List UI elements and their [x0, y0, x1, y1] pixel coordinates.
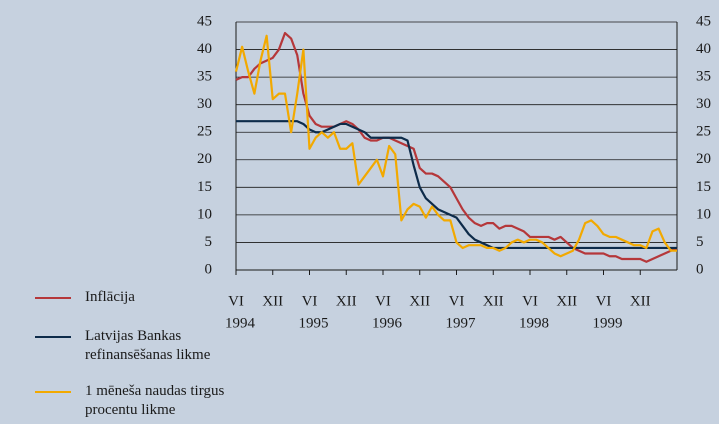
y2-tick-label: 45 [696, 13, 711, 29]
y-tick-label: 10 [197, 206, 212, 222]
legend-swatch [35, 336, 71, 338]
year-label: 1997 [446, 315, 477, 331]
y-tick-label: 40 [197, 41, 212, 57]
y2-tick-label: 30 [696, 96, 711, 112]
x-tick-label: XII [630, 293, 651, 309]
y-tick-label: 0 [205, 261, 213, 277]
x-tick-label: VI [228, 293, 244, 309]
y-tick-label: 20 [197, 151, 212, 167]
y-tick-label: 5 [205, 234, 213, 250]
legend-swatch [35, 391, 71, 393]
series-line [234, 34, 677, 258]
y2-tick-label: 5 [696, 234, 704, 250]
y2-tick-label: 15 [696, 179, 711, 195]
year-label: 1994 [225, 315, 256, 331]
year-label: 1996 [372, 315, 403, 331]
x-tick-label: VI [522, 293, 538, 309]
x-tick-label: XII [262, 293, 283, 309]
series-line [236, 120, 677, 250]
legend-label: Inflācija [85, 289, 135, 305]
y2-tick-label: 20 [696, 151, 711, 167]
legend-item: Latvijas Bankas refinansēšanas likme [35, 327, 250, 365]
y-tick-label: 35 [197, 69, 212, 85]
year-label: 1999 [593, 315, 623, 331]
legend-item: Inflācija [35, 288, 250, 307]
x-tick-label: XII [409, 293, 430, 309]
x-tick-label: VI [596, 293, 612, 309]
x-tick-label: VI [449, 293, 465, 309]
year-label: 1995 [299, 315, 329, 331]
x-tick-label: XII [483, 293, 504, 309]
legend-item: 1 mēneša naudas tirgus procentu likme [35, 382, 250, 420]
legend-label: 1 mēneša naudas tirgus procentu likme [85, 383, 225, 418]
y2-tick-label: 10 [696, 206, 711, 222]
y2-tick-label: 0 [696, 261, 704, 277]
y-tick-label: 25 [197, 124, 212, 140]
y-tick-label: 30 [197, 96, 212, 112]
x-tick-label: VI [375, 293, 391, 309]
legend-label: Latvijas Bankas refinansēšanas likme [85, 328, 211, 363]
y-tick-label: 15 [197, 179, 212, 195]
y2-tick-label: 35 [696, 69, 711, 85]
legend-swatch [35, 297, 71, 299]
year-label: 1998 [519, 315, 549, 331]
x-tick-label: VI [302, 293, 318, 309]
y2-tick-label: 25 [696, 124, 711, 140]
x-tick-label: XII [556, 293, 577, 309]
series-line [235, 31, 678, 263]
y-tick-label: 45 [197, 13, 212, 29]
x-tick-label: XII [336, 293, 357, 309]
y2-tick-label: 40 [696, 41, 711, 57]
